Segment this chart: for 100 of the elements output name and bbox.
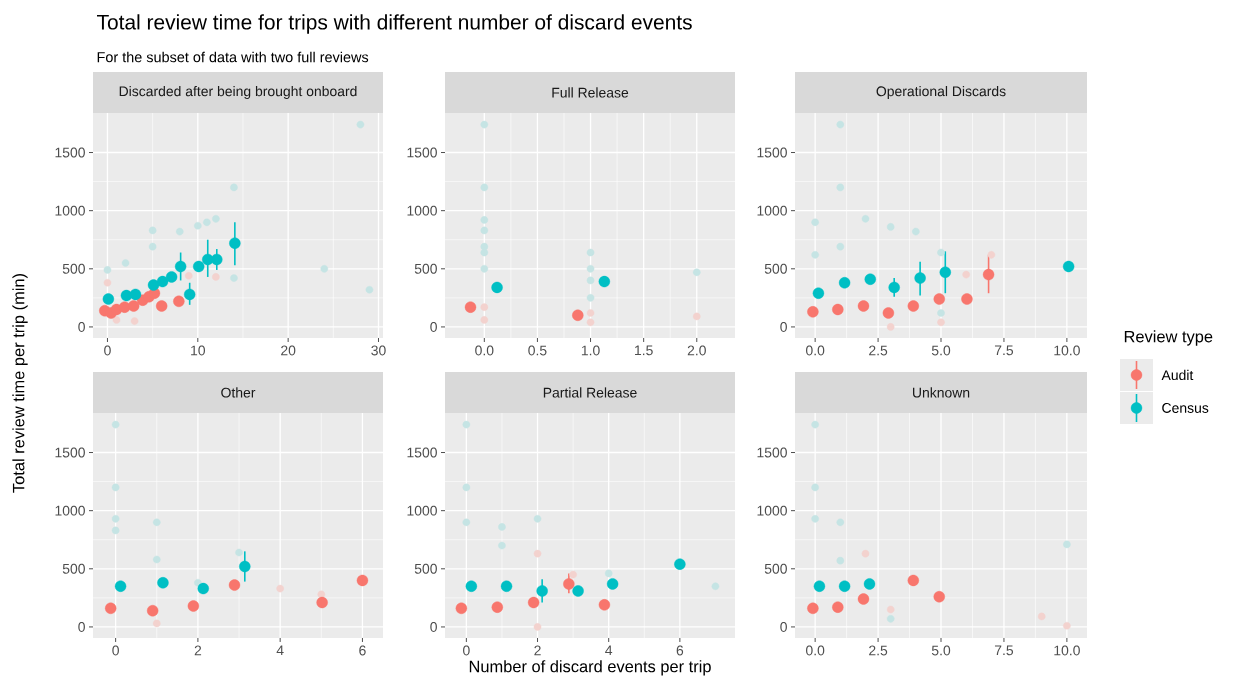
chart-title: Other	[221, 387, 256, 398]
point	[886, 323, 895, 331]
point	[569, 570, 577, 579]
point	[1037, 612, 1046, 621]
point	[212, 273, 220, 281]
point	[235, 548, 243, 557]
y-tick-label: 1000	[407, 205, 437, 216]
y-tick-label: 1000	[55, 205, 85, 216]
point	[962, 270, 970, 279]
point	[563, 578, 575, 590]
point	[533, 549, 542, 558]
y-tick-label: 1500	[55, 447, 85, 458]
point	[572, 309, 584, 322]
point	[356, 574, 369, 587]
point	[838, 580, 851, 592]
x-tick-label: 0	[104, 345, 111, 356]
legend-label: Census	[1162, 403, 1209, 413]
point	[148, 226, 157, 235]
y-tick-label: 1500	[757, 147, 787, 158]
point	[212, 215, 220, 223]
point	[103, 266, 112, 274]
point	[864, 273, 876, 285]
y-tick-label: 1000	[757, 205, 787, 216]
point	[184, 271, 193, 280]
point	[498, 523, 506, 531]
y-tick-label: 0	[78, 321, 85, 332]
chart-title: Operational Discards	[876, 85, 1006, 99]
x-tick-label: 0.5	[528, 345, 547, 356]
point	[572, 585, 584, 597]
point	[527, 596, 540, 609]
point	[356, 120, 365, 129]
point	[907, 574, 920, 587]
x-tick-label: 10.0	[1054, 345, 1080, 356]
point	[807, 306, 819, 318]
point	[276, 584, 284, 593]
y-tick-label: 1500	[407, 447, 437, 458]
point	[112, 316, 121, 324]
x-tick-label: 0.0	[806, 345, 825, 356]
x-tick-label: 1.5	[635, 345, 653, 356]
point	[598, 599, 611, 611]
point	[886, 223, 895, 231]
point	[674, 558, 686, 570]
x-tick-label: 6	[359, 645, 366, 656]
x-tick-label: 7.5	[994, 345, 1014, 356]
x-tick-label: 7.5	[994, 645, 1014, 656]
y-axis-title: Total review time per trip (min)	[12, 273, 28, 493]
text: For the subset of data with two full reviews	[97, 51, 369, 63]
point	[105, 602, 117, 615]
point	[813, 580, 826, 592]
y-tick-label: 1500	[407, 147, 437, 158]
point	[491, 281, 503, 294]
point	[111, 526, 120, 535]
point	[147, 279, 160, 291]
x-tick-label: 2.0	[687, 345, 706, 356]
legend-title: Review type	[1124, 330, 1213, 346]
point	[500, 580, 513, 592]
point	[811, 483, 819, 492]
point	[1063, 540, 1071, 549]
x-tick-label: 6	[676, 645, 684, 656]
point	[861, 215, 870, 223]
x-tick-label: 0.0	[806, 645, 825, 656]
point	[888, 281, 900, 294]
y-tick-label: 500	[62, 563, 85, 574]
point	[912, 227, 920, 236]
point	[480, 183, 489, 192]
point	[886, 615, 895, 623]
point	[229, 237, 241, 249]
x-tick-label: 0.0	[475, 345, 494, 356]
point	[165, 271, 178, 283]
point	[480, 226, 489, 235]
point	[961, 293, 973, 305]
point	[187, 600, 200, 612]
x-tick-label: 2	[534, 645, 541, 656]
point	[811, 420, 819, 429]
chart-title: Unknown	[913, 387, 970, 398]
point	[832, 303, 844, 316]
point	[121, 259, 130, 267]
point	[857, 593, 870, 605]
point	[1062, 260, 1075, 273]
y-tick-label: 500	[62, 263, 85, 274]
point	[228, 579, 241, 591]
point	[586, 309, 595, 317]
point	[480, 316, 489, 324]
x-tick-label: 2	[194, 645, 202, 656]
point	[365, 285, 374, 294]
y-tick-label: 0	[780, 621, 787, 632]
point	[320, 265, 329, 273]
point	[606, 578, 619, 590]
y-tick-label: 1500	[55, 147, 85, 158]
point	[317, 590, 326, 599]
point	[604, 569, 613, 578]
y-tick-label: 500	[414, 563, 437, 574]
point	[455, 602, 468, 615]
point	[812, 287, 825, 299]
point	[211, 253, 223, 266]
point	[886, 605, 895, 614]
point	[203, 218, 211, 227]
point	[129, 288, 142, 301]
y-tick-label: 1000	[757, 505, 787, 516]
x-tick-label: 0	[463, 645, 470, 656]
